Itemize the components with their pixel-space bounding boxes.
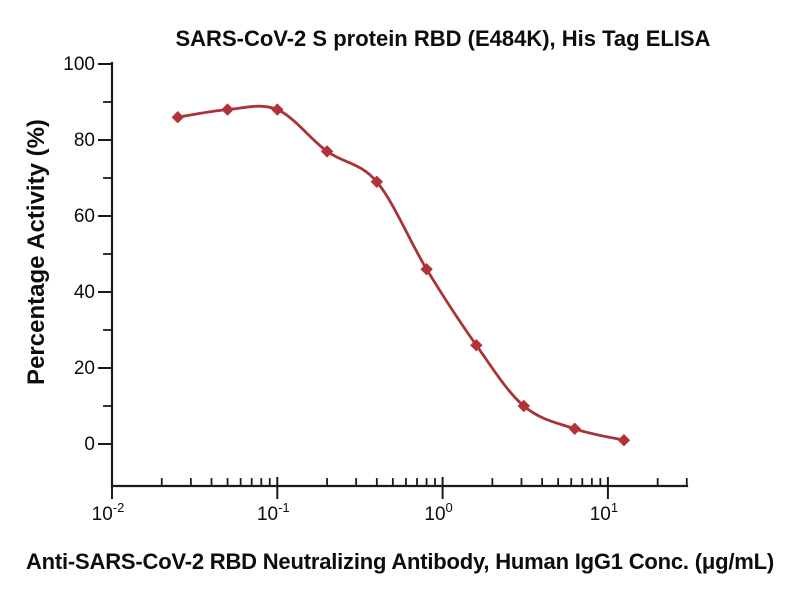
y-tick-label: 0 bbox=[84, 434, 95, 455]
data-point-marker bbox=[568, 422, 581, 435]
y-tick-label: 40 bbox=[74, 282, 95, 303]
data-point-marker bbox=[320, 145, 334, 158]
data-point-marker bbox=[221, 103, 234, 116]
data-point-marker bbox=[517, 399, 531, 413]
chart-title: SARS-CoV-2 S protein RBD (E484K), His Ta… bbox=[175, 26, 711, 51]
y-tick-label: 60 bbox=[74, 206, 95, 227]
data-point-marker bbox=[370, 175, 384, 188]
y-tick-label: 80 bbox=[74, 130, 95, 151]
data-point-marker bbox=[171, 111, 184, 124]
data-point-marker bbox=[271, 103, 284, 116]
y-tick-label: 20 bbox=[74, 358, 95, 379]
x-tick-label: 100 bbox=[424, 500, 452, 525]
x-tick-label: 10-1 bbox=[257, 500, 290, 525]
data-point-marker bbox=[420, 263, 433, 276]
x-axis-label: Anti-SARS-CoV-2 RBD Neutralizing Antibod… bbox=[25, 549, 775, 574]
data-point-marker bbox=[470, 339, 483, 352]
curve-line bbox=[177, 104, 625, 442]
y-tick-label: 100 bbox=[63, 54, 95, 75]
data-point-marker bbox=[617, 434, 631, 447]
x-tick-label: 10-2 bbox=[92, 500, 125, 525]
x-tick-label: 101 bbox=[590, 500, 618, 525]
